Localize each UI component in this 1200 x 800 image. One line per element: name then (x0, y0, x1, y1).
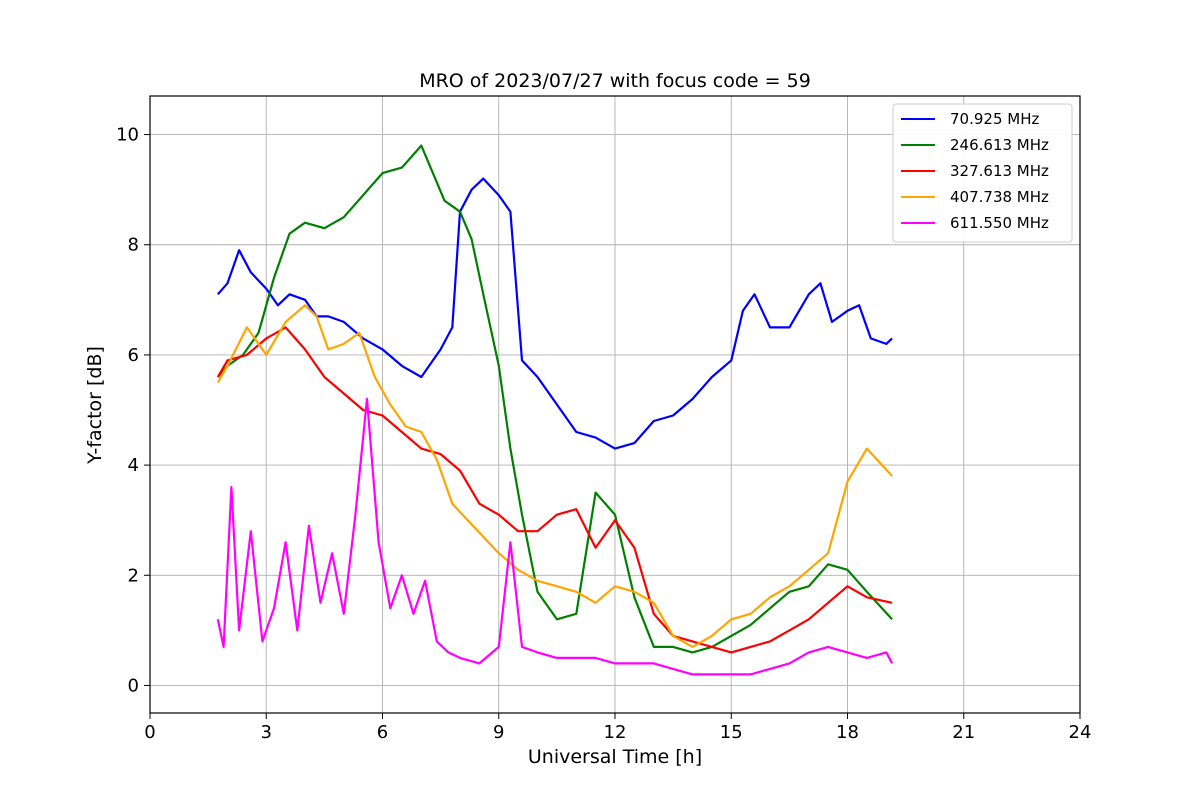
series-line-1 (216, 144, 893, 654)
series-line-0 (216, 177, 893, 450)
x-tick-label: 15 (720, 722, 743, 743)
legend-label-0: 70.925 MHz (950, 110, 1039, 128)
series-line-2 (216, 326, 893, 654)
x-tick-label: 21 (952, 722, 975, 743)
x-tick-label: 9 (493, 722, 504, 743)
y-axis-label: Y-factor [dB] (84, 346, 106, 465)
legend-label-1: 246.613 MHz (950, 136, 1049, 154)
chart-title: MRO of 2023/07/27 with focus code = 59 (419, 70, 811, 92)
series-line-3 (216, 304, 893, 649)
x-tick-label: 18 (836, 722, 859, 743)
legend-label-3: 407.738 MHz (950, 188, 1049, 206)
legend-label-2: 327.613 MHz (950, 162, 1049, 180)
x-axis: 0 3 6 9 12 15 18 21 24 (144, 713, 1091, 743)
y-tick-label: 2 (128, 565, 139, 586)
x-tick-label: 0 (144, 722, 155, 743)
series-layer (216, 144, 894, 676)
legend: 70.925 MHz 246.613 MHz 327.613 MHz 407.738 … (892, 103, 1073, 243)
series-line-4 (216, 397, 894, 676)
y-tick-label: 4 (128, 455, 139, 476)
x-axis-label: Universal Time [h] (528, 746, 702, 768)
y-tick-label: 6 (128, 345, 139, 366)
x-tick-label: 12 (604, 722, 627, 743)
y-axis: 0 2 4 6 8 10 (116, 125, 150, 696)
x-tick-label: 6 (377, 722, 388, 743)
y-tick-label: 8 (128, 235, 139, 256)
x-tick-label: 3 (261, 722, 272, 743)
y-tick-label: 10 (116, 125, 139, 146)
x-tick-label: 24 (1069, 722, 1092, 743)
y-tick-label: 0 (128, 675, 139, 696)
legend-label-4: 611.550 MHz (950, 214, 1049, 232)
legend-box (892, 103, 1073, 243)
